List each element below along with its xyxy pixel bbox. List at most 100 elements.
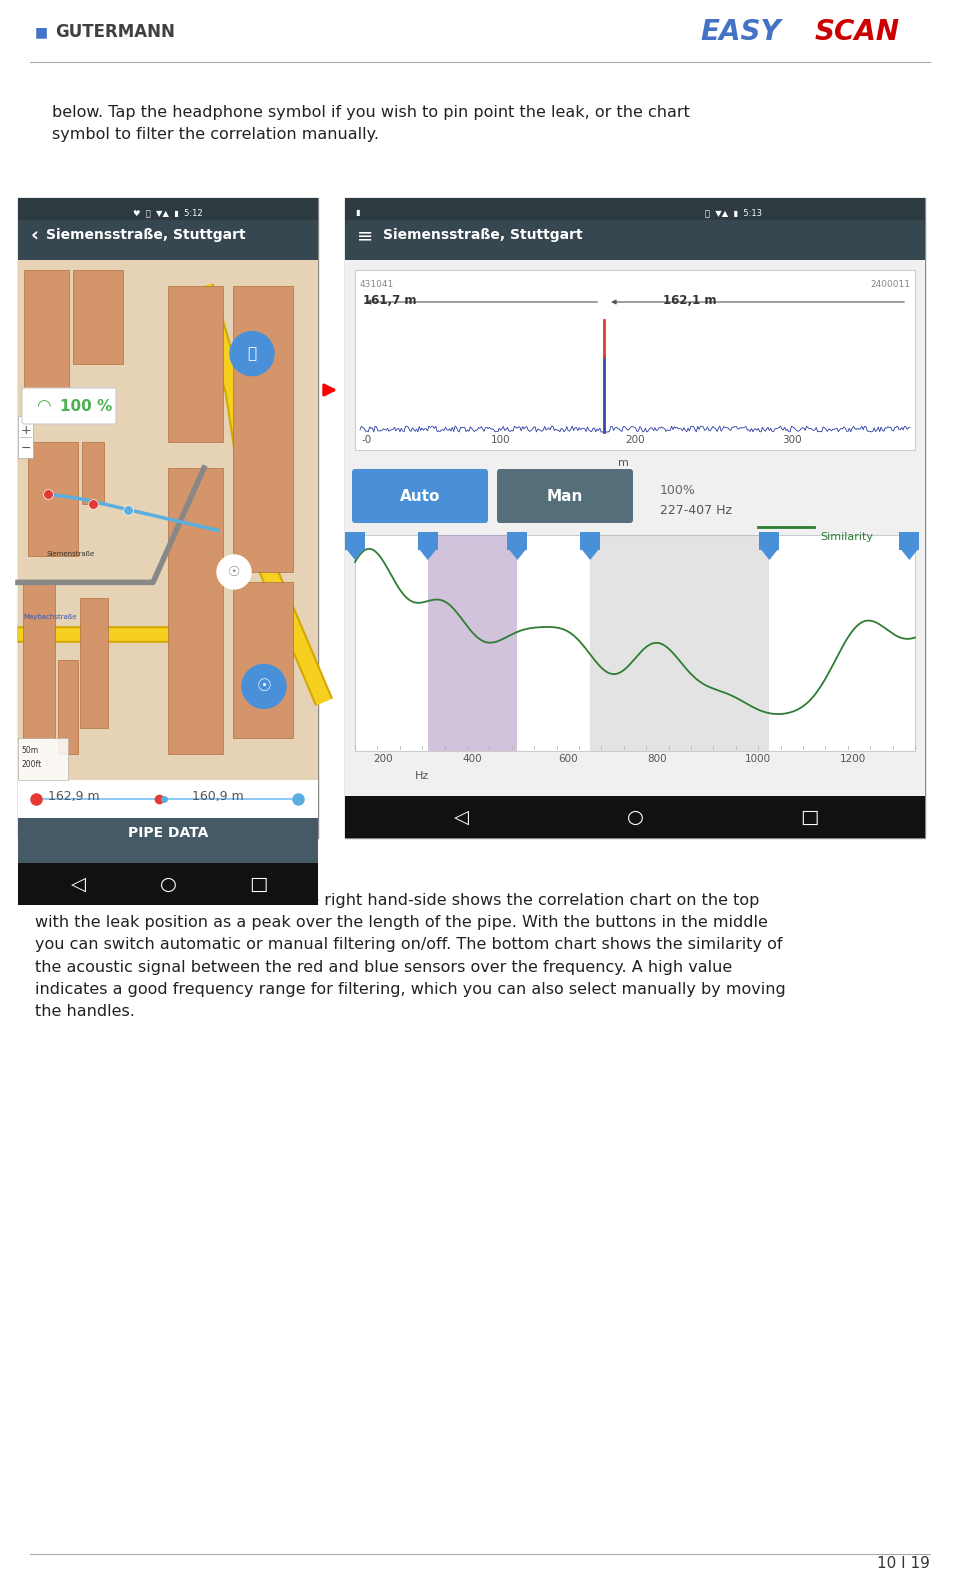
- Text: +: +: [20, 424, 31, 437]
- Bar: [18, 416, 33, 459]
- Text: ≡: ≡: [357, 226, 374, 245]
- Bar: [345, 259, 925, 796]
- Text: ☉: ☉: [257, 677, 271, 696]
- Bar: [580, 532, 601, 551]
- Text: 10 I 19: 10 I 19: [877, 1557, 930, 1571]
- Text: ▮: ▮: [355, 209, 359, 217]
- Text: m: m: [618, 459, 629, 468]
- Bar: [168, 286, 223, 441]
- Bar: [345, 198, 925, 220]
- Text: 162,1 m: 162,1 m: [663, 294, 717, 307]
- FancyBboxPatch shape: [352, 468, 488, 524]
- Bar: [355, 535, 915, 751]
- Text: GUTERMANN: GUTERMANN: [55, 24, 175, 41]
- Bar: [168, 468, 223, 755]
- Text: 200ft: 200ft: [21, 759, 41, 769]
- Text: ♥  ⌛  ▼▲  ▮  5:12: ♥ ⌛ ▼▲ ▮ 5:12: [134, 209, 203, 217]
- Text: 400: 400: [463, 755, 482, 764]
- Bar: [80, 598, 108, 728]
- Bar: [507, 532, 528, 551]
- Text: 227-407 Hz: 227-407 Hz: [660, 505, 732, 517]
- Text: Man: Man: [547, 489, 583, 503]
- Bar: [24, 271, 69, 416]
- Text: PIPE DATA: PIPE DATA: [128, 826, 209, 840]
- Circle shape: [242, 664, 286, 709]
- Text: Maybachstraße: Maybachstraße: [23, 614, 77, 620]
- Bar: [759, 532, 779, 551]
- Text: -0: -0: [361, 435, 371, 445]
- Polygon shape: [761, 551, 777, 560]
- Bar: [18, 864, 318, 905]
- FancyBboxPatch shape: [497, 468, 633, 524]
- Bar: [18, 259, 318, 780]
- Text: 600: 600: [558, 755, 578, 764]
- Text: −: −: [20, 441, 31, 454]
- Text: 100%: 100%: [660, 484, 696, 497]
- Bar: [355, 271, 915, 449]
- Bar: [23, 582, 55, 739]
- Bar: [18, 737, 68, 780]
- Bar: [590, 535, 770, 751]
- Bar: [18, 780, 318, 818]
- Text: Siemenstraße: Siemenstraße: [46, 551, 94, 557]
- Polygon shape: [901, 551, 918, 560]
- Bar: [58, 660, 78, 755]
- Text: ○: ○: [627, 807, 644, 826]
- Text: 162,9 m: 162,9 m: [48, 789, 100, 804]
- Text: 1000: 1000: [745, 755, 772, 764]
- Bar: [18, 818, 318, 864]
- Text: 160,9 m: 160,9 m: [192, 789, 244, 804]
- Text: ■: ■: [35, 25, 48, 40]
- Text: Siemensstraße, Stuttgart: Siemensstraße, Stuttgart: [46, 228, 246, 242]
- Text: EASY: EASY: [700, 17, 780, 46]
- Text: 100 %: 100 %: [60, 399, 112, 413]
- Text: ◁: ◁: [70, 875, 86, 894]
- Circle shape: [230, 332, 274, 375]
- FancyBboxPatch shape: [22, 388, 116, 424]
- Text: □: □: [249, 875, 267, 894]
- Text: 50m: 50m: [21, 747, 38, 755]
- Circle shape: [217, 555, 251, 589]
- Text: 1200: 1200: [840, 755, 867, 764]
- Bar: [345, 532, 365, 551]
- Polygon shape: [582, 551, 598, 560]
- Text: Similarity: Similarity: [820, 532, 873, 543]
- Text: 200: 200: [373, 755, 393, 764]
- Text: 161,7 m: 161,7 m: [363, 294, 416, 307]
- Bar: [345, 796, 925, 838]
- Bar: [18, 198, 318, 220]
- Text: The Correlation Filter screen on the right hand-side shows the correlation chart: The Correlation Filter screen on the rig…: [35, 892, 786, 1019]
- Bar: [73, 271, 123, 364]
- Text: ○: ○: [160, 875, 177, 894]
- Text: ⛳: ⛳: [247, 346, 257, 361]
- Text: ◁: ◁: [454, 807, 469, 826]
- Text: 2400011: 2400011: [870, 280, 910, 290]
- Polygon shape: [420, 551, 435, 560]
- Text: below. Tap the headphone symbol if you wish to pin point the leak, or the chart
: below. Tap the headphone symbol if you w…: [52, 104, 690, 142]
- Text: Auto: Auto: [400, 489, 440, 503]
- Bar: [345, 220, 925, 259]
- Text: 431041: 431041: [360, 280, 394, 290]
- Text: Siemensstraße, Stuttgart: Siemensstraße, Stuttgart: [383, 228, 582, 242]
- Text: □: □: [800, 807, 818, 826]
- Bar: [18, 259, 318, 780]
- Bar: [82, 441, 104, 505]
- Bar: [899, 532, 920, 551]
- Text: ◠: ◠: [36, 397, 51, 414]
- Text: ☉: ☉: [228, 565, 240, 579]
- Bar: [345, 198, 925, 838]
- Text: ⌛  ▼▲  ▮  5:13: ⌛ ▼▲ ▮ 5:13: [704, 209, 762, 217]
- Polygon shape: [509, 551, 526, 560]
- Text: Hz: Hz: [415, 770, 430, 782]
- Bar: [18, 220, 318, 259]
- Bar: [233, 286, 293, 573]
- Text: ‹: ‹: [30, 225, 38, 244]
- Bar: [18, 198, 318, 838]
- Text: SCAN: SCAN: [815, 17, 900, 46]
- Text: 100: 100: [491, 435, 510, 445]
- Bar: [28, 441, 78, 557]
- Bar: [233, 582, 293, 739]
- Bar: [418, 532, 438, 551]
- Text: 200: 200: [626, 435, 645, 445]
- Polygon shape: [347, 551, 363, 560]
